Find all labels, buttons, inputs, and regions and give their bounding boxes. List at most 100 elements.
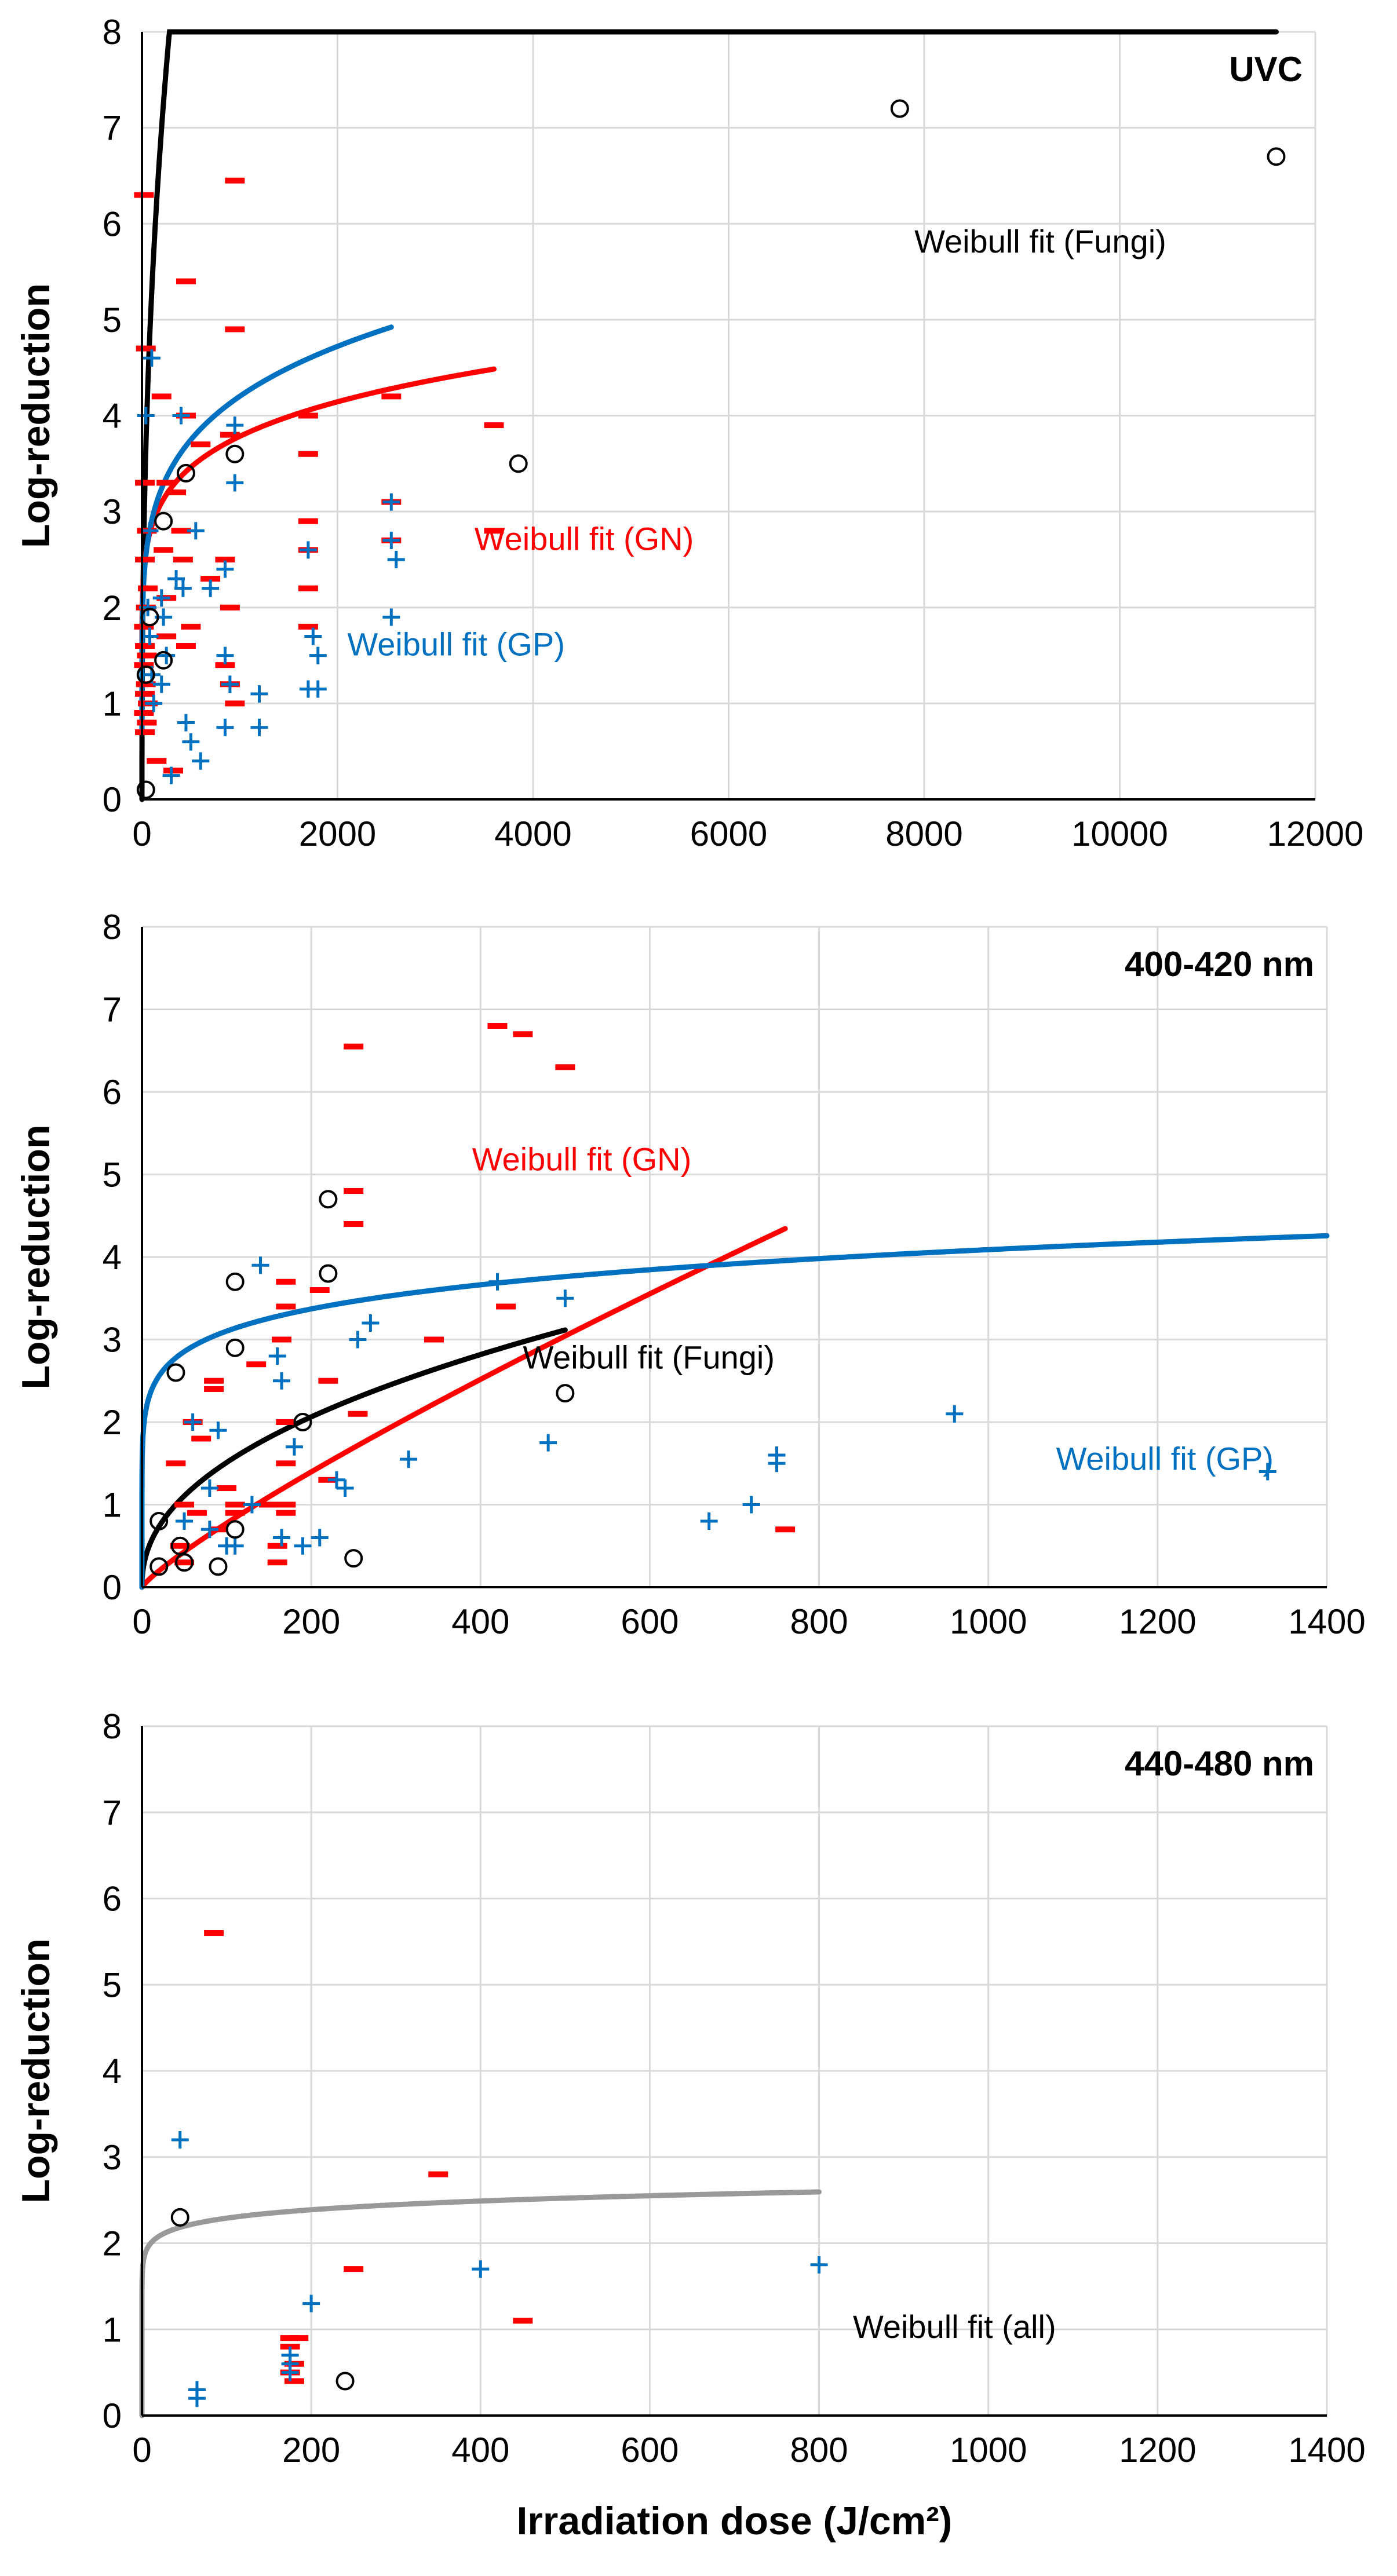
gridlines	[141, 31, 1316, 801]
y-tick-label: 0	[103, 1568, 122, 1607]
point-gp	[268, 1347, 286, 1365]
point-gp	[141, 522, 159, 540]
data-points	[134, 99, 1286, 799]
y-tick-label: 6	[103, 1880, 122, 1919]
point-gn	[136, 345, 156, 352]
x-tick-label: 200	[282, 1602, 340, 1641]
point-gp	[172, 407, 190, 425]
fit-label: Weibull fit (GN)	[472, 1141, 692, 1177]
fit-label: Weibull fit (Fungi)	[523, 1339, 775, 1375]
y-axis-label: Log-reduction	[14, 283, 58, 548]
point-gn	[187, 1510, 207, 1516]
point-gp	[176, 1512, 194, 1530]
x-tick-labels: 0 200 400 600 800 1000 1200 1400	[132, 1602, 1365, 1641]
panel-uvc: 0 2000 4000 6000 8000 10000 12000 0 1 2 3 4 5 6 7 8 UV…	[14, 13, 1363, 853]
panel-title: 440-480 nm	[1125, 1744, 1314, 1783]
point-fungi	[556, 1384, 575, 1403]
point-gp	[810, 2256, 828, 2274]
point-gp	[184, 1413, 202, 1431]
point-gn	[225, 177, 245, 184]
point-gp	[145, 695, 163, 712]
point-gn	[200, 576, 221, 582]
point-gn	[487, 1023, 508, 1029]
point-fungi	[1267, 147, 1286, 166]
fit-label: Weibull fit (all)	[853, 2308, 1056, 2345]
data-points	[149, 1023, 1276, 1576]
y-tick-label: 2	[103, 1403, 122, 1442]
fit-label: Weibull fit (GP)	[1056, 1441, 1274, 1477]
fit-curve	[139, 1233, 1330, 1590]
point-gp	[382, 531, 400, 549]
y-tick-label: 0	[103, 780, 122, 819]
x-axis-label: Irradiation dose (J/cm²)	[517, 2499, 953, 2543]
point-gp	[226, 416, 244, 434]
point-gp	[250, 718, 268, 736]
point-gn	[135, 690, 155, 697]
x-tick-labels: 0 200 400 600 800 1000 1200 1400	[132, 2431, 1365, 2469]
point-gp	[200, 1521, 218, 1539]
point-gn	[225, 1501, 245, 1508]
point-gn	[166, 489, 187, 495]
point-gp	[221, 675, 239, 693]
point-gp	[200, 1479, 218, 1497]
point-gn	[298, 623, 318, 630]
point-gp	[188, 2389, 206, 2407]
point-gp	[281, 2363, 299, 2381]
point-gn	[318, 1377, 338, 1384]
point-gn	[136, 681, 156, 688]
point-gn	[137, 719, 157, 726]
point-gn	[298, 412, 318, 419]
x-tick-label: 600	[621, 2431, 679, 2469]
gridlines	[141, 926, 1328, 1588]
point-gn	[225, 1510, 245, 1516]
y-tick-label: 3	[103, 492, 122, 531]
point-gn	[171, 528, 191, 534]
point-gp	[177, 714, 195, 732]
point-gp	[162, 766, 180, 784]
point-gp	[216, 560, 234, 578]
point-fungi	[319, 1190, 338, 1209]
point-gp	[167, 570, 185, 588]
point-gn	[156, 633, 177, 640]
point-fungi	[225, 1272, 245, 1291]
x-tick-label: 0	[132, 2431, 151, 2469]
x-tick-label: 12000	[1267, 814, 1364, 853]
point-gn	[170, 1543, 190, 1549]
point-gn	[513, 1031, 533, 1037]
x-tick-labels: 0 2000 4000 6000 8000 10000 12000	[132, 814, 1363, 853]
fit-labels: Weibull fit (GN) Weibull fit (Fungi) Wei…	[472, 1141, 1274, 1477]
point-gp	[488, 1273, 506, 1291]
point-gn	[276, 1510, 296, 1516]
panel-title: UVC	[1229, 50, 1303, 89]
y-tick-label: 8	[103, 13, 122, 52]
point-gn	[166, 1460, 186, 1467]
point-gp	[309, 646, 327, 664]
point-fungi	[175, 1553, 194, 1572]
x-tick-label: 1200	[1119, 1602, 1196, 1641]
point-fungi	[344, 1549, 363, 1568]
x-tick-label: 2000	[299, 814, 376, 853]
point-gn	[134, 192, 154, 198]
point-gn	[276, 1460, 296, 1467]
point-fungi	[149, 1512, 169, 1530]
fit-curves	[139, 2189, 822, 2418]
panel-400-420nm: 0 200 400 600 800 1000 1200 1400 0 1 2 3 4 5 6 7 8 400-…	[14, 908, 1366, 1641]
point-fungi	[149, 1557, 169, 1576]
point-gp	[299, 541, 317, 559]
y-tick-labels: 0 1 2 3 4 5 6 7 8	[103, 908, 122, 1607]
fit-curves	[139, 1226, 1330, 1590]
point-gp	[273, 1529, 291, 1547]
point-gn	[135, 643, 155, 649]
point-gn	[424, 1336, 444, 1343]
point-fungi	[170, 2208, 189, 2227]
point-gp	[216, 718, 234, 736]
y-tick-label: 1	[103, 684, 122, 723]
point-gp	[387, 550, 405, 568]
point-gn	[276, 1419, 296, 1425]
point-gn	[344, 1221, 364, 1227]
y-tick-label: 1	[103, 2310, 122, 2349]
x-tick-label: 4000	[494, 814, 571, 853]
x-tick-label: 1000	[950, 2431, 1027, 2469]
x-tick-label: 8000	[885, 814, 962, 853]
x-tick-label: 800	[790, 1602, 848, 1641]
